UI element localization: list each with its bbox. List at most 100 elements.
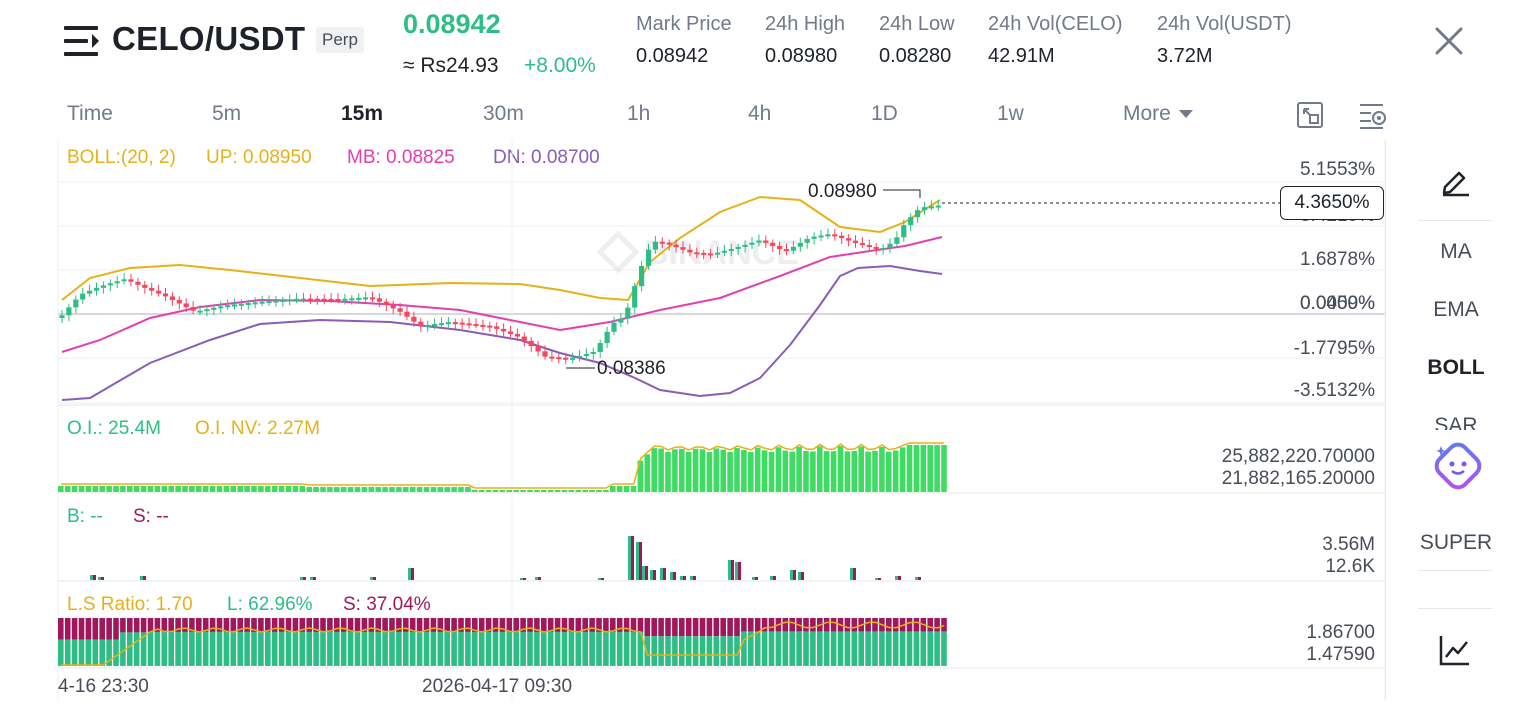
symbol-title[interactable]: CELO/USDT [112,20,306,57]
ls-ratio-label: L.S Ratio: 1.70 [67,594,193,615]
tab-time[interactable]: Time [67,102,113,125]
menu-icon[interactable] [64,26,99,56]
oi-bar [520,490,526,492]
oi-bar [582,490,588,492]
candle-body [832,234,838,237]
oi-bar [741,449,747,492]
oi-bar [782,450,789,492]
short-ratio-bar [216,618,223,632]
tab-1h[interactable]: 1h [627,102,651,125]
candle-body [321,298,327,301]
long-ratio-bar [71,639,78,666]
oi-bar [320,487,326,492]
indicator-ma[interactable]: MA [1440,240,1472,263]
bs-axis-bottom: 12.6K [1325,556,1375,577]
candle-body [404,311,410,317]
ai-assistant-icon[interactable] [1432,440,1484,492]
oi-bar [727,451,733,492]
oi-bar [258,486,264,492]
long-ratio-bar [754,631,761,666]
short-ratio-bar [175,618,181,632]
oi-bar [644,454,651,492]
tab-5m[interactable]: 5m [212,102,242,125]
oi-bar [679,448,685,492]
long-ratio-bar [78,639,85,666]
sell-volume-bar [773,576,776,580]
short-ratio-bar [71,618,78,640]
tab-4h[interactable]: 4h [748,102,772,125]
current-price-marker[interactable]: 4.3650% [1280,186,1384,220]
oi-bar [202,486,209,492]
candle-body [121,279,127,282]
long-ratio-bar [534,631,540,666]
candle-body [680,247,686,250]
oi-axis-top: 25,882,220.70000 [1221,446,1375,467]
candle-body [73,299,79,308]
sell-volume-bar [793,570,796,580]
oi-bar [465,487,471,492]
short-pct-label: S: 37.04% [343,594,431,615]
long-ratio-bar [430,631,437,666]
candle-body [756,240,762,243]
long-ratio-bar [244,631,250,666]
oi-bar [616,486,623,492]
short-ratio-bar [416,618,423,632]
sell-volume-bar [523,578,526,580]
short-ratio-bar [665,618,671,637]
oi-bar [306,487,312,492]
tab-1w[interactable]: 1w [997,102,1024,125]
fullscreen-icon[interactable] [1295,100,1325,130]
oi-bar [127,486,133,492]
candle-body [335,299,341,302]
short-ratio-bar [941,618,947,632]
vol-base-label: 24h Vol(CELO) [988,13,1123,35]
vol-base-value: 42.91M [988,45,1055,67]
long-ratio-bar [113,639,119,666]
long-ratio-bar [492,631,499,666]
candle-body [473,324,479,327]
long-ratio-bar [775,631,782,666]
oi-bar [292,486,299,492]
sell-volume-bar [663,568,666,580]
oi-bar [113,486,119,492]
oi-bar [637,460,644,492]
oi-nv-label: O.I. NV: 2.27M [195,418,320,439]
long-ratio-bar [458,631,464,666]
price-axis-label: 0.0000% [1299,293,1375,314]
candle-body [114,281,120,284]
indicator-super[interactable]: SUPER [1419,531,1493,554]
buy-volume-bar [790,570,793,580]
tab-more[interactable]: More [1123,102,1193,126]
oi-bar [168,486,174,492]
pencil-icon[interactable] [1439,163,1473,197]
indicator-chart-icon[interactable] [1438,633,1472,667]
indicator-ema[interactable]: EMA [1433,298,1479,321]
candle-body [59,315,65,318]
short-ratio-bar [430,618,437,632]
oi-bar [734,448,740,492]
short-ratio-bar [872,618,878,632]
short-ratio-bar [761,618,768,632]
short-ratio-bar [658,618,664,637]
oi-bar [589,490,595,492]
oi-bar [209,486,216,492]
indicator-sar[interactable]: SAR [1434,414,1478,430]
candle-body [604,331,610,344]
chart-settings-icon[interactable] [1357,100,1389,130]
long-ratio-bar [623,631,630,666]
candle-body [908,217,914,226]
long-ratio-bar [354,631,361,666]
tab-1d[interactable]: 1D [871,102,898,125]
close-icon[interactable] [1432,24,1466,58]
short-ratio-bar [451,618,457,632]
tab-15m[interactable]: 15m [341,102,384,125]
short-ratio-bar [706,618,713,637]
long-ratio-bar [865,631,871,666]
candle-body [632,286,638,308]
tab-30m[interactable]: 30m [483,102,524,125]
oi-bar [851,450,858,492]
indicator-boll[interactable]: BOLL [1427,356,1485,379]
candle-body [238,303,244,306]
oi-bar [527,490,533,492]
